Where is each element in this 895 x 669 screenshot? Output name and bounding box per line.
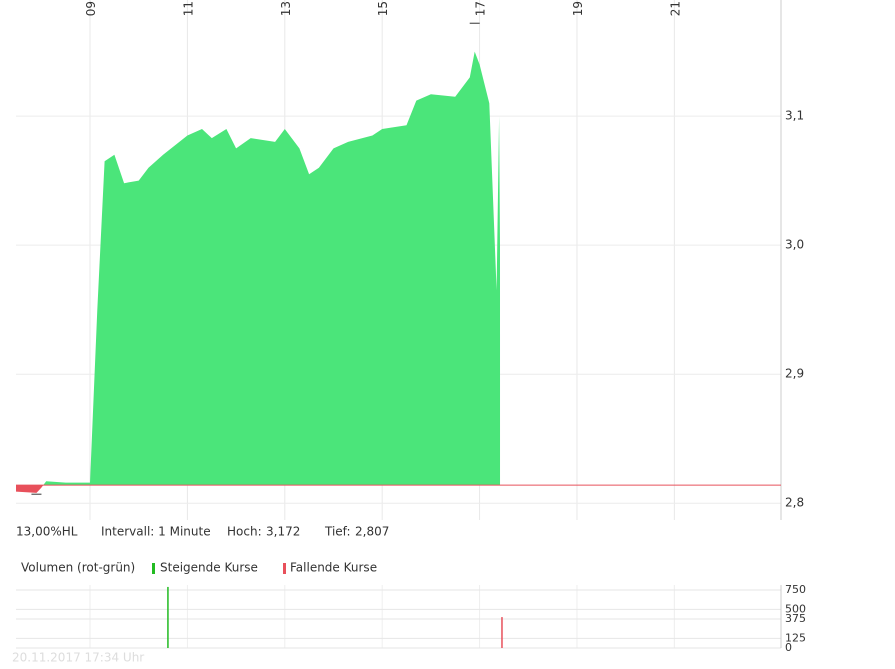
y-tick-label: 2,9 — [785, 367, 804, 381]
y-tick-label: 500 — [785, 602, 806, 615]
y-tick-label: 3,0 — [785, 238, 804, 252]
low-label: Tief: — [324, 525, 351, 539]
y-tick-label: 3,1 — [785, 109, 804, 123]
high-label: Hoch: — [227, 525, 262, 539]
y-tick-label: 375 — [785, 612, 806, 625]
price-area — [16, 51, 501, 493]
x-tick-label: 13 — [279, 1, 293, 16]
price-chart: 09 11 13 15 17 19 21 2,8 2,9 3,0 3,1 — [16, 0, 804, 520]
interval-info: Intervall: 1 Minute — [101, 525, 211, 539]
volume-bar — [501, 617, 503, 648]
range-info: 13,00%HL — [16, 525, 78, 539]
x-tick-label: 19 — [571, 1, 585, 16]
volume-title: Volumen (rot-grün) — [21, 561, 135, 575]
x-tick-label: 15 — [376, 1, 390, 16]
legend-label: Fallende Kurse — [290, 561, 377, 575]
x-tick-label: 21 — [668, 1, 682, 16]
high-value: 3,172 — [266, 525, 300, 539]
x-tick-label: 09 — [84, 1, 98, 16]
volume-bar — [167, 586, 169, 648]
legend-swatch — [152, 563, 155, 574]
legend-swatch — [283, 563, 286, 574]
x-tick-label: 17 — [474, 1, 488, 16]
y-tick-label: 750 — [785, 583, 806, 596]
y-tick-label: 2,8 — [785, 496, 804, 510]
footnote: 20.11.2017 17:34 Uhr — [12, 651, 144, 665]
y-tick-label: 0 — [785, 641, 792, 654]
legend-label: Steigende Kurse — [160, 561, 258, 575]
low-value: 2,807 — [355, 525, 389, 539]
x-tick-label: 11 — [181, 1, 195, 16]
y-tick-label: 125 — [785, 631, 806, 644]
